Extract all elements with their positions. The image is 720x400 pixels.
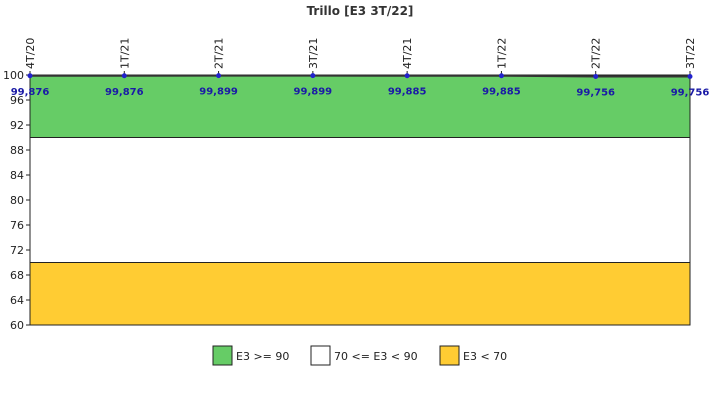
legend-label: E3 < 70 [463, 350, 507, 363]
data-point [216, 73, 222, 79]
y-tick-label: 72 [10, 244, 24, 257]
data-label: 99,876 [11, 87, 50, 98]
data-label: 99,885 [388, 87, 427, 98]
legend-swatch [439, 345, 460, 366]
x-tick-label: 4T/21 [401, 38, 414, 69]
y-tick-label: 84 [10, 169, 24, 182]
data-label: 99,899 [294, 87, 333, 98]
band-1 [29, 137, 691, 263]
y-tick-label: 60 [10, 319, 24, 332]
y-tick-label: 100 [3, 69, 24, 82]
y-tick-label: 80 [10, 194, 24, 207]
x-tick-label: 2T/22 [590, 38, 603, 69]
x-axis: 4T/20 1T/21 2T/21 3T/21 4T/21 1T/22 2T/22 3T/22 [24, 38, 697, 75]
y-tick-label: 64 [10, 294, 24, 307]
data-label: 99,885 [482, 87, 521, 98]
band-0 [29, 74, 691, 138]
data-point [593, 74, 599, 80]
series-line [30, 74, 690, 78]
y-tick-label: 76 [10, 219, 24, 232]
x-tick-label: 1T/22 [495, 38, 508, 69]
y-tick-label: 96 [10, 94, 24, 107]
x-tick-label: 1T/21 [118, 38, 131, 69]
band-layer [29, 74, 691, 326]
data-point [404, 73, 410, 79]
data-point [687, 74, 693, 80]
legend-label: 70 <= E3 < 90 [334, 350, 418, 363]
data-point [27, 73, 33, 79]
band-2 [29, 262, 691, 326]
y-tick-label: 92 [10, 119, 24, 132]
data-point [121, 73, 127, 79]
y-axis: 60 64 68 72 76 80 84 88 92 96 100 [3, 69, 30, 332]
data-label: 99,876 [105, 87, 144, 98]
x-tick-label: 2T/21 [213, 38, 226, 69]
data-point [498, 73, 504, 79]
chart-title: Trillo [E3 3T/22] [307, 4, 414, 18]
y-tick-label: 68 [10, 269, 24, 282]
series-layer: 99,876 99,876 99,899 99,899 99,885 99,885 99,7… [11, 73, 710, 99]
x-tick-label: 4T/20 [24, 38, 37, 69]
data-point [310, 73, 316, 79]
legend-swatch [310, 345, 331, 366]
legend-swatch [212, 345, 233, 366]
data-label: 99,756 [671, 88, 710, 99]
legend-label: E3 >= 90 [236, 350, 289, 363]
legend: E3 >= 90 70 <= E3 < 90 E3 < 70 [212, 345, 507, 366]
x-tick-label: 3T/21 [307, 38, 320, 69]
data-label: 99,899 [199, 87, 238, 98]
y-tick-label: 88 [10, 144, 24, 157]
x-tick-label: 3T/22 [684, 38, 697, 69]
data-label: 99,756 [576, 88, 615, 99]
